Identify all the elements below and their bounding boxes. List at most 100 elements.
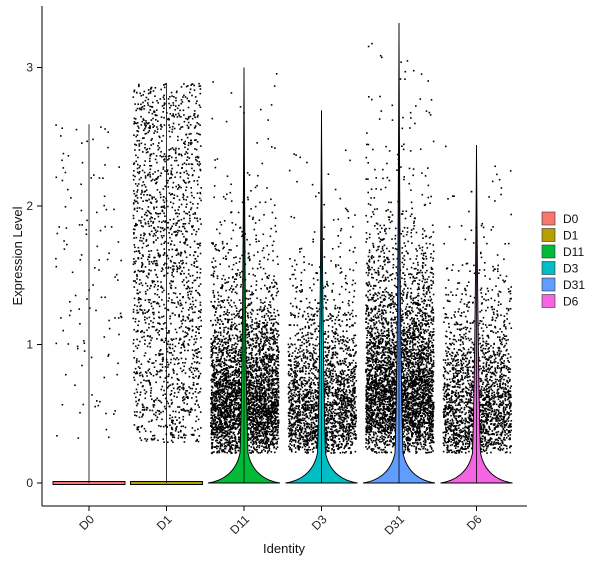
data-point bbox=[138, 107, 141, 110]
data-point bbox=[188, 329, 190, 331]
data-point bbox=[269, 285, 272, 288]
data-point bbox=[147, 98, 150, 101]
data-point bbox=[234, 387, 236, 389]
data-point bbox=[272, 426, 275, 429]
data-point bbox=[155, 302, 158, 305]
data-point bbox=[189, 124, 192, 126]
data-point bbox=[198, 310, 200, 312]
data-point bbox=[257, 376, 259, 378]
data-point bbox=[182, 330, 184, 333]
data-point bbox=[227, 372, 229, 374]
data-point bbox=[161, 360, 164, 362]
data-point bbox=[269, 382, 271, 385]
data-point bbox=[178, 199, 181, 201]
data-point bbox=[217, 359, 220, 361]
data-point bbox=[149, 287, 151, 290]
data-point bbox=[257, 438, 260, 441]
data-point bbox=[264, 431, 266, 433]
data-point bbox=[221, 407, 224, 410]
data-point bbox=[185, 117, 187, 120]
data-point bbox=[250, 376, 253, 379]
data-point bbox=[223, 361, 226, 364]
data-point bbox=[262, 410, 265, 413]
data-point bbox=[180, 126, 182, 129]
data-point bbox=[249, 311, 252, 314]
data-point bbox=[211, 401, 213, 404]
data-point bbox=[137, 202, 139, 204]
data-point bbox=[211, 349, 213, 352]
data-point bbox=[231, 448, 234, 450]
data-point bbox=[103, 336, 106, 338]
data-point bbox=[237, 417, 239, 420]
data-point bbox=[191, 320, 194, 322]
data-point bbox=[249, 243, 251, 246]
data-point bbox=[160, 328, 163, 330]
data-point bbox=[156, 301, 159, 304]
data-point bbox=[139, 411, 142, 414]
data-point bbox=[275, 416, 278, 419]
data-point bbox=[169, 243, 172, 246]
data-point bbox=[137, 298, 140, 301]
data-point bbox=[252, 402, 254, 405]
data-point bbox=[55, 265, 58, 268]
data-point bbox=[237, 368, 240, 370]
data-point bbox=[133, 371, 135, 374]
data-point bbox=[179, 304, 182, 307]
data-point bbox=[272, 348, 275, 351]
data-point bbox=[214, 247, 217, 250]
data-point bbox=[221, 284, 224, 286]
data-point bbox=[166, 348, 168, 350]
data-point bbox=[246, 403, 249, 405]
data-point bbox=[258, 388, 261, 391]
data-point bbox=[138, 166, 141, 169]
data-point bbox=[152, 404, 154, 406]
data-point bbox=[226, 444, 229, 446]
data-point bbox=[152, 313, 155, 316]
data-point bbox=[227, 354, 230, 357]
data-point bbox=[189, 303, 192, 305]
data-point bbox=[265, 413, 267, 416]
data-point bbox=[211, 425, 213, 427]
data-point bbox=[270, 396, 273, 398]
data-point bbox=[191, 194, 193, 197]
data-point bbox=[168, 118, 170, 121]
data-point bbox=[172, 383, 174, 385]
data-point bbox=[261, 249, 264, 252]
data-point bbox=[138, 178, 141, 181]
data-point bbox=[150, 269, 152, 272]
data-point bbox=[151, 409, 154, 412]
data-point bbox=[195, 156, 197, 159]
data-point bbox=[164, 322, 166, 324]
data-point bbox=[253, 436, 256, 439]
data-point bbox=[133, 190, 135, 192]
data-point bbox=[196, 276, 198, 279]
data-point bbox=[246, 372, 248, 375]
data-point bbox=[141, 169, 144, 172]
data-point bbox=[196, 132, 198, 135]
data-point bbox=[264, 422, 267, 424]
data-point bbox=[270, 399, 272, 402]
data-point bbox=[164, 83, 167, 85]
data-point bbox=[235, 286, 237, 288]
data-point bbox=[268, 274, 270, 277]
data-point bbox=[214, 432, 217, 434]
data-point bbox=[156, 131, 159, 133]
data-point bbox=[230, 452, 233, 455]
data-point bbox=[210, 430, 213, 433]
data-point bbox=[136, 292, 138, 295]
data-point bbox=[135, 194, 138, 197]
data-point bbox=[159, 376, 162, 379]
data-point bbox=[136, 278, 138, 280]
data-point bbox=[212, 428, 215, 430]
data-point bbox=[268, 438, 270, 441]
data-point bbox=[199, 218, 201, 220]
data-point bbox=[275, 372, 278, 375]
data-point bbox=[211, 452, 213, 454]
data-point bbox=[173, 96, 175, 98]
data-point bbox=[270, 422, 273, 425]
data-point bbox=[250, 331, 253, 333]
data-point bbox=[184, 250, 186, 253]
data-point bbox=[196, 100, 198, 102]
data-point bbox=[265, 446, 267, 448]
data-point bbox=[256, 267, 259, 270]
